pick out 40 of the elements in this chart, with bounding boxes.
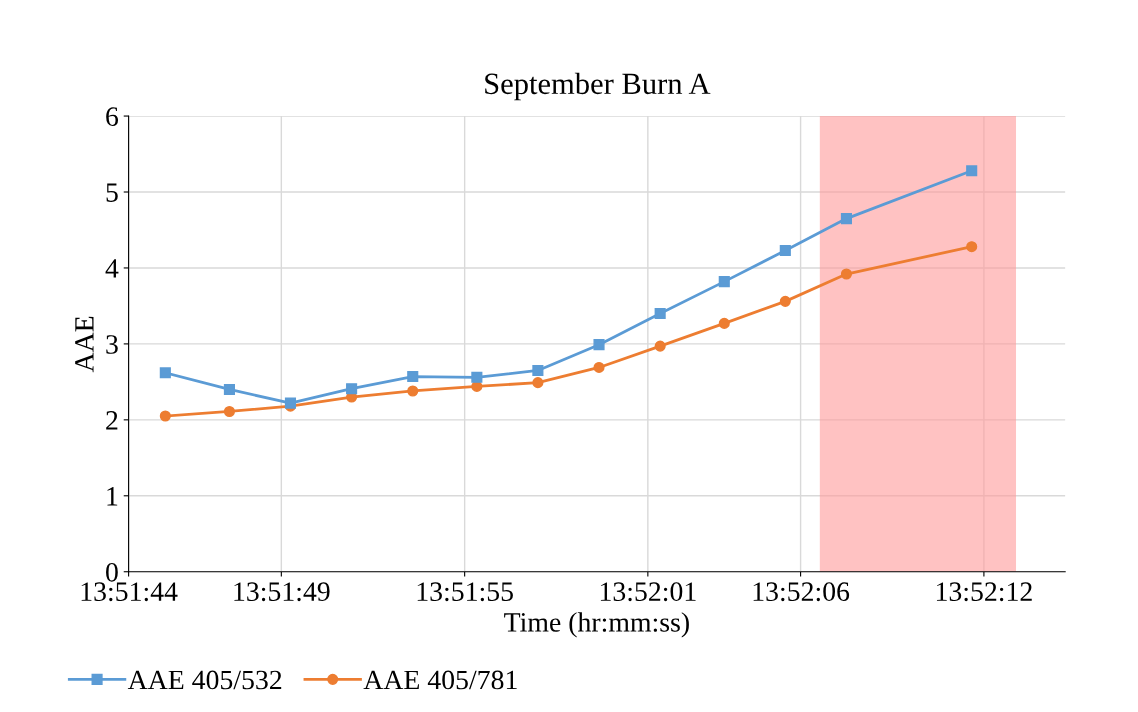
- y-tick-label: 6: [106, 107, 119, 126]
- y-tick-label: 5: [106, 183, 118, 202]
- point: [779, 244, 791, 257]
- x-tick-label: 13:51:55: [417, 582, 513, 602]
- point: [966, 241, 978, 253]
- x-tick-label: 13:51:44: [81, 582, 178, 602]
- point: [532, 377, 544, 389]
- y-tick-label: 0: [106, 562, 118, 582]
- legend-label: AAE 405/532: [127, 670, 282, 690]
- y-tick-label: 4: [105, 259, 119, 278]
- point: [532, 364, 544, 377]
- y-tick-label: 1: [107, 487, 118, 506]
- point: [346, 383, 358, 395]
- point: [471, 371, 483, 383]
- point: [159, 410, 171, 422]
- point: [718, 276, 730, 288]
- x-tick-label: 13:51:49: [234, 582, 330, 602]
- y-tick-label: 2: [106, 411, 118, 430]
- point: [779, 295, 791, 307]
- x-tick-label: 13:52:01: [600, 582, 696, 602]
- x-tick-label: 13:52:06: [753, 582, 850, 602]
- y-tick-label: 3: [106, 335, 118, 354]
- point: [840, 268, 853, 280]
- point: [718, 317, 730, 329]
- point: [966, 165, 978, 177]
- point: [593, 361, 605, 373]
- point: [223, 383, 235, 396]
- x-tick-label: 13:52:12: [936, 582, 1032, 602]
- x-axis-title: Time (hr:mm:ss): [504, 612, 689, 638]
- point: [159, 367, 171, 379]
- point: [407, 385, 419, 397]
- point: [840, 213, 853, 225]
- point: [654, 307, 666, 320]
- y-axis-title: AAE: [75, 316, 94, 373]
- point: [223, 405, 235, 418]
- legend-label: AAE 405/781: [363, 670, 517, 690]
- chart-title: September Burn A: [485, 72, 711, 101]
- point: [593, 339, 605, 351]
- point: [654, 340, 666, 352]
- point: [407, 370, 419, 383]
